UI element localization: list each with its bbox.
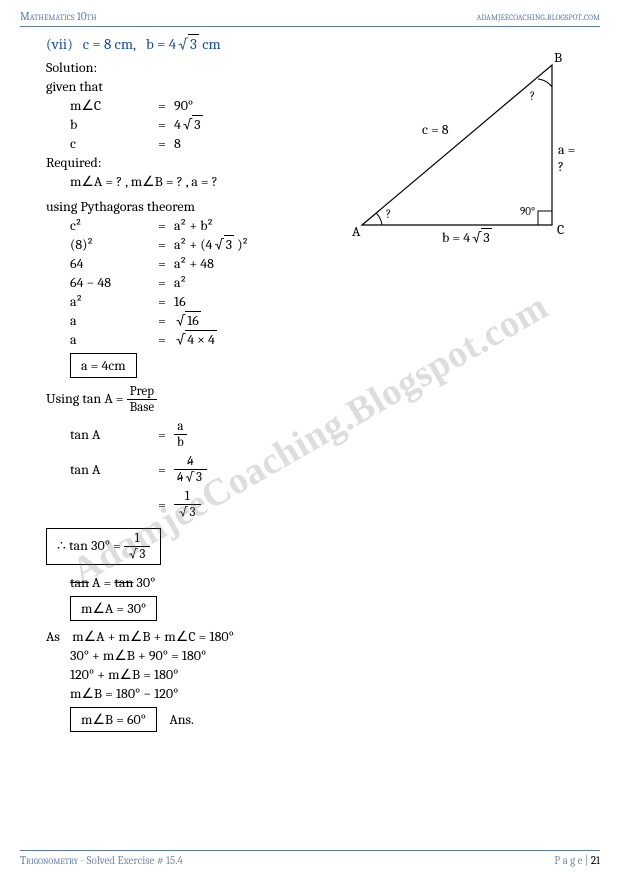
sum-line: m∠B = 180° − 120° bbox=[46, 685, 586, 702]
sum-line: 120° + m∠B = 180° bbox=[46, 666, 586, 683]
fraction: PrepBase bbox=[127, 385, 157, 414]
vertex-B: B bbox=[554, 49, 562, 66]
given-lhs: m∠C bbox=[70, 97, 150, 114]
tan-row: tan A= 443 bbox=[70, 455, 586, 484]
tan-row: tan A= ab bbox=[70, 420, 586, 449]
given-rhs: 8 bbox=[174, 135, 181, 152]
triangle-svg bbox=[352, 55, 582, 255]
given-rhs: 90° bbox=[174, 97, 193, 114]
problem-b-unit: cm bbox=[199, 35, 221, 53]
footer: Trigonometry - Solved Exercise # 15.4 P … bbox=[14, 850, 606, 867]
tan-row: = 13 bbox=[70, 490, 586, 519]
pyth-row: a=4 × 4 bbox=[70, 331, 586, 348]
footer-left: Trigonometry - Solved Exercise # 15.4 bbox=[20, 854, 183, 867]
angle-A-q: ? bbox=[386, 207, 391, 221]
pyth-row: 64=a² + 48 bbox=[70, 255, 586, 272]
side-a: a = ? bbox=[558, 141, 582, 175]
problem-b: b = 4 bbox=[146, 35, 176, 53]
side-c: c = 8 bbox=[422, 121, 449, 138]
tan-equate: tan A = tan 30° bbox=[46, 574, 586, 591]
page: Mathematics 10th adamjeecoaching.blogspo… bbox=[0, 0, 620, 877]
equals: = bbox=[150, 97, 174, 114]
side-b: b = 43 bbox=[442, 229, 492, 246]
given-rhs: 43 bbox=[174, 116, 203, 133]
angle-C: 90° bbox=[520, 205, 535, 218]
header-bar: Mathematics 10th adamjeecoaching.blogspo… bbox=[14, 10, 606, 26]
boxed-a: a = 4cm bbox=[70, 353, 137, 378]
boxed-mB: m∠B = 60° bbox=[70, 707, 157, 732]
triangle-diagram: A B C c = 8 a = ? b = 43 90° ? ? bbox=[352, 55, 582, 255]
equals: = bbox=[150, 116, 174, 133]
given-lhs: c bbox=[70, 135, 150, 152]
pyth-row: 64 − 48=a² bbox=[70, 274, 586, 291]
header-left: Mathematics 10th bbox=[20, 10, 97, 23]
boxed-tan30: ∴ tan 30° = 13 bbox=[46, 528, 161, 565]
vertex-C: C bbox=[557, 221, 564, 238]
problem-statement: (vii) c = 8 cm, b = 4 3 cm bbox=[46, 35, 586, 53]
content: (vii) c = 8 cm, b = 43 cm Solution: give… bbox=[14, 27, 606, 735]
vertex-A: A bbox=[352, 223, 360, 240]
pyth-row: a²=16 bbox=[70, 293, 586, 310]
angle-sum: As m∠A + m∠B + m∠C = 180° bbox=[46, 628, 586, 645]
angle-B-q: ? bbox=[530, 89, 535, 103]
given-lhs: b bbox=[70, 116, 150, 133]
problem-c: c = 8 cm, bbox=[83, 35, 136, 53]
footer-page: P a g e | 21 bbox=[554, 854, 600, 867]
ans-label: Ans. bbox=[169, 711, 194, 728]
boxed-mA: m∠A = 30° bbox=[70, 596, 157, 621]
problem-number: (vii) bbox=[46, 35, 73, 53]
tan-label: Using tan A = PrepBase bbox=[46, 385, 586, 414]
equals: = bbox=[150, 135, 174, 152]
pyth-row: a=16 bbox=[70, 312, 586, 329]
as-label: As bbox=[46, 628, 60, 645]
sqrt-3: 3 bbox=[188, 34, 199, 53]
sum-line: 30° + m∠B + 90° = 180° bbox=[46, 647, 586, 664]
header-right: adamjeecoaching.blogspot.com bbox=[477, 10, 600, 23]
